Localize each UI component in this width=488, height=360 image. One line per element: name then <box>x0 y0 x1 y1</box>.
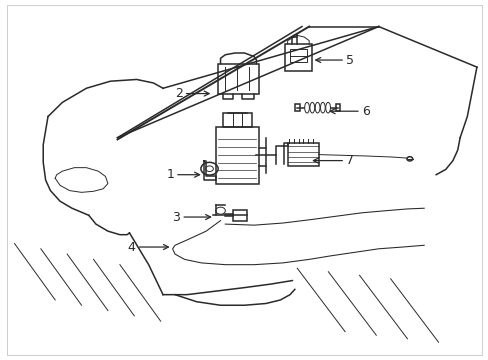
Text: 2: 2 <box>174 87 183 100</box>
Text: 6: 6 <box>361 105 369 118</box>
Text: 7: 7 <box>346 154 353 167</box>
Text: 3: 3 <box>172 211 180 224</box>
Text: 4: 4 <box>127 240 136 253</box>
Text: 5: 5 <box>346 54 353 67</box>
Bar <box>223 113 251 127</box>
Bar <box>218 64 258 94</box>
Bar <box>215 127 258 184</box>
Bar <box>289 49 306 62</box>
Bar <box>335 104 340 111</box>
Bar <box>287 143 318 166</box>
Bar <box>232 210 246 221</box>
Bar <box>285 44 311 71</box>
Bar <box>294 104 299 111</box>
Text: 1: 1 <box>166 168 174 181</box>
